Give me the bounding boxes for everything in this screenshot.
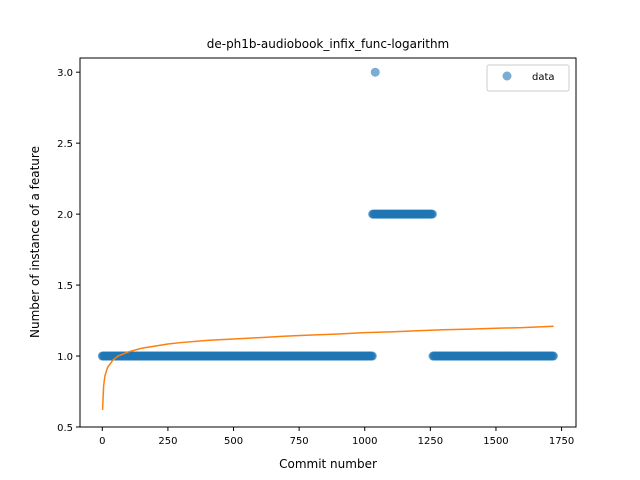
x-tick-label: 750 <box>290 436 309 447</box>
legend-label-data: data <box>532 72 555 83</box>
y-tick-label: 0.5 <box>57 423 73 434</box>
x-tick-label: 250 <box>158 436 177 447</box>
x-axis-ticks: 0 250 500 750 1000 1250 1500 1750 <box>99 427 574 447</box>
data-point <box>548 351 558 361</box>
y-axis-ticks: 0.5 1.0 1.5 2.0 2.5 3.0 <box>57 68 80 434</box>
y-tick-label: 1.5 <box>57 281 73 292</box>
y-tick-label: 1.0 <box>57 352 73 363</box>
plot-frame <box>79 57 577 428</box>
data-point <box>367 351 377 361</box>
y-tick-label: 3.0 <box>57 68 73 79</box>
scatter-points-layer <box>97 67 558 361</box>
x-tick-label: 0 <box>99 436 105 447</box>
x-tick-label: 1750 <box>549 436 574 447</box>
data-point <box>427 209 437 219</box>
y-tick-label: 2.5 <box>57 139 73 150</box>
fit-line <box>101 325 554 411</box>
chart-title: de-ph1b-audiobook_infix_func-logarithm <box>207 37 450 51</box>
legend-marker-data <box>502 71 512 81</box>
x-tick-label: 500 <box>224 436 243 447</box>
x-tick-label: 1000 <box>352 436 377 447</box>
x-axis-label: Commit number <box>279 457 377 471</box>
x-tick-label: 1500 <box>483 436 508 447</box>
x-tick-label: 1250 <box>418 436 443 447</box>
plot-area <box>97 67 558 411</box>
legend: data <box>486 64 570 92</box>
legend-box <box>486 64 570 92</box>
y-axis-label: Number of instance of a feature <box>28 146 42 338</box>
y-tick-label: 2.0 <box>57 210 73 221</box>
fit-line-layer <box>101 325 554 411</box>
data-point <box>370 67 380 77</box>
